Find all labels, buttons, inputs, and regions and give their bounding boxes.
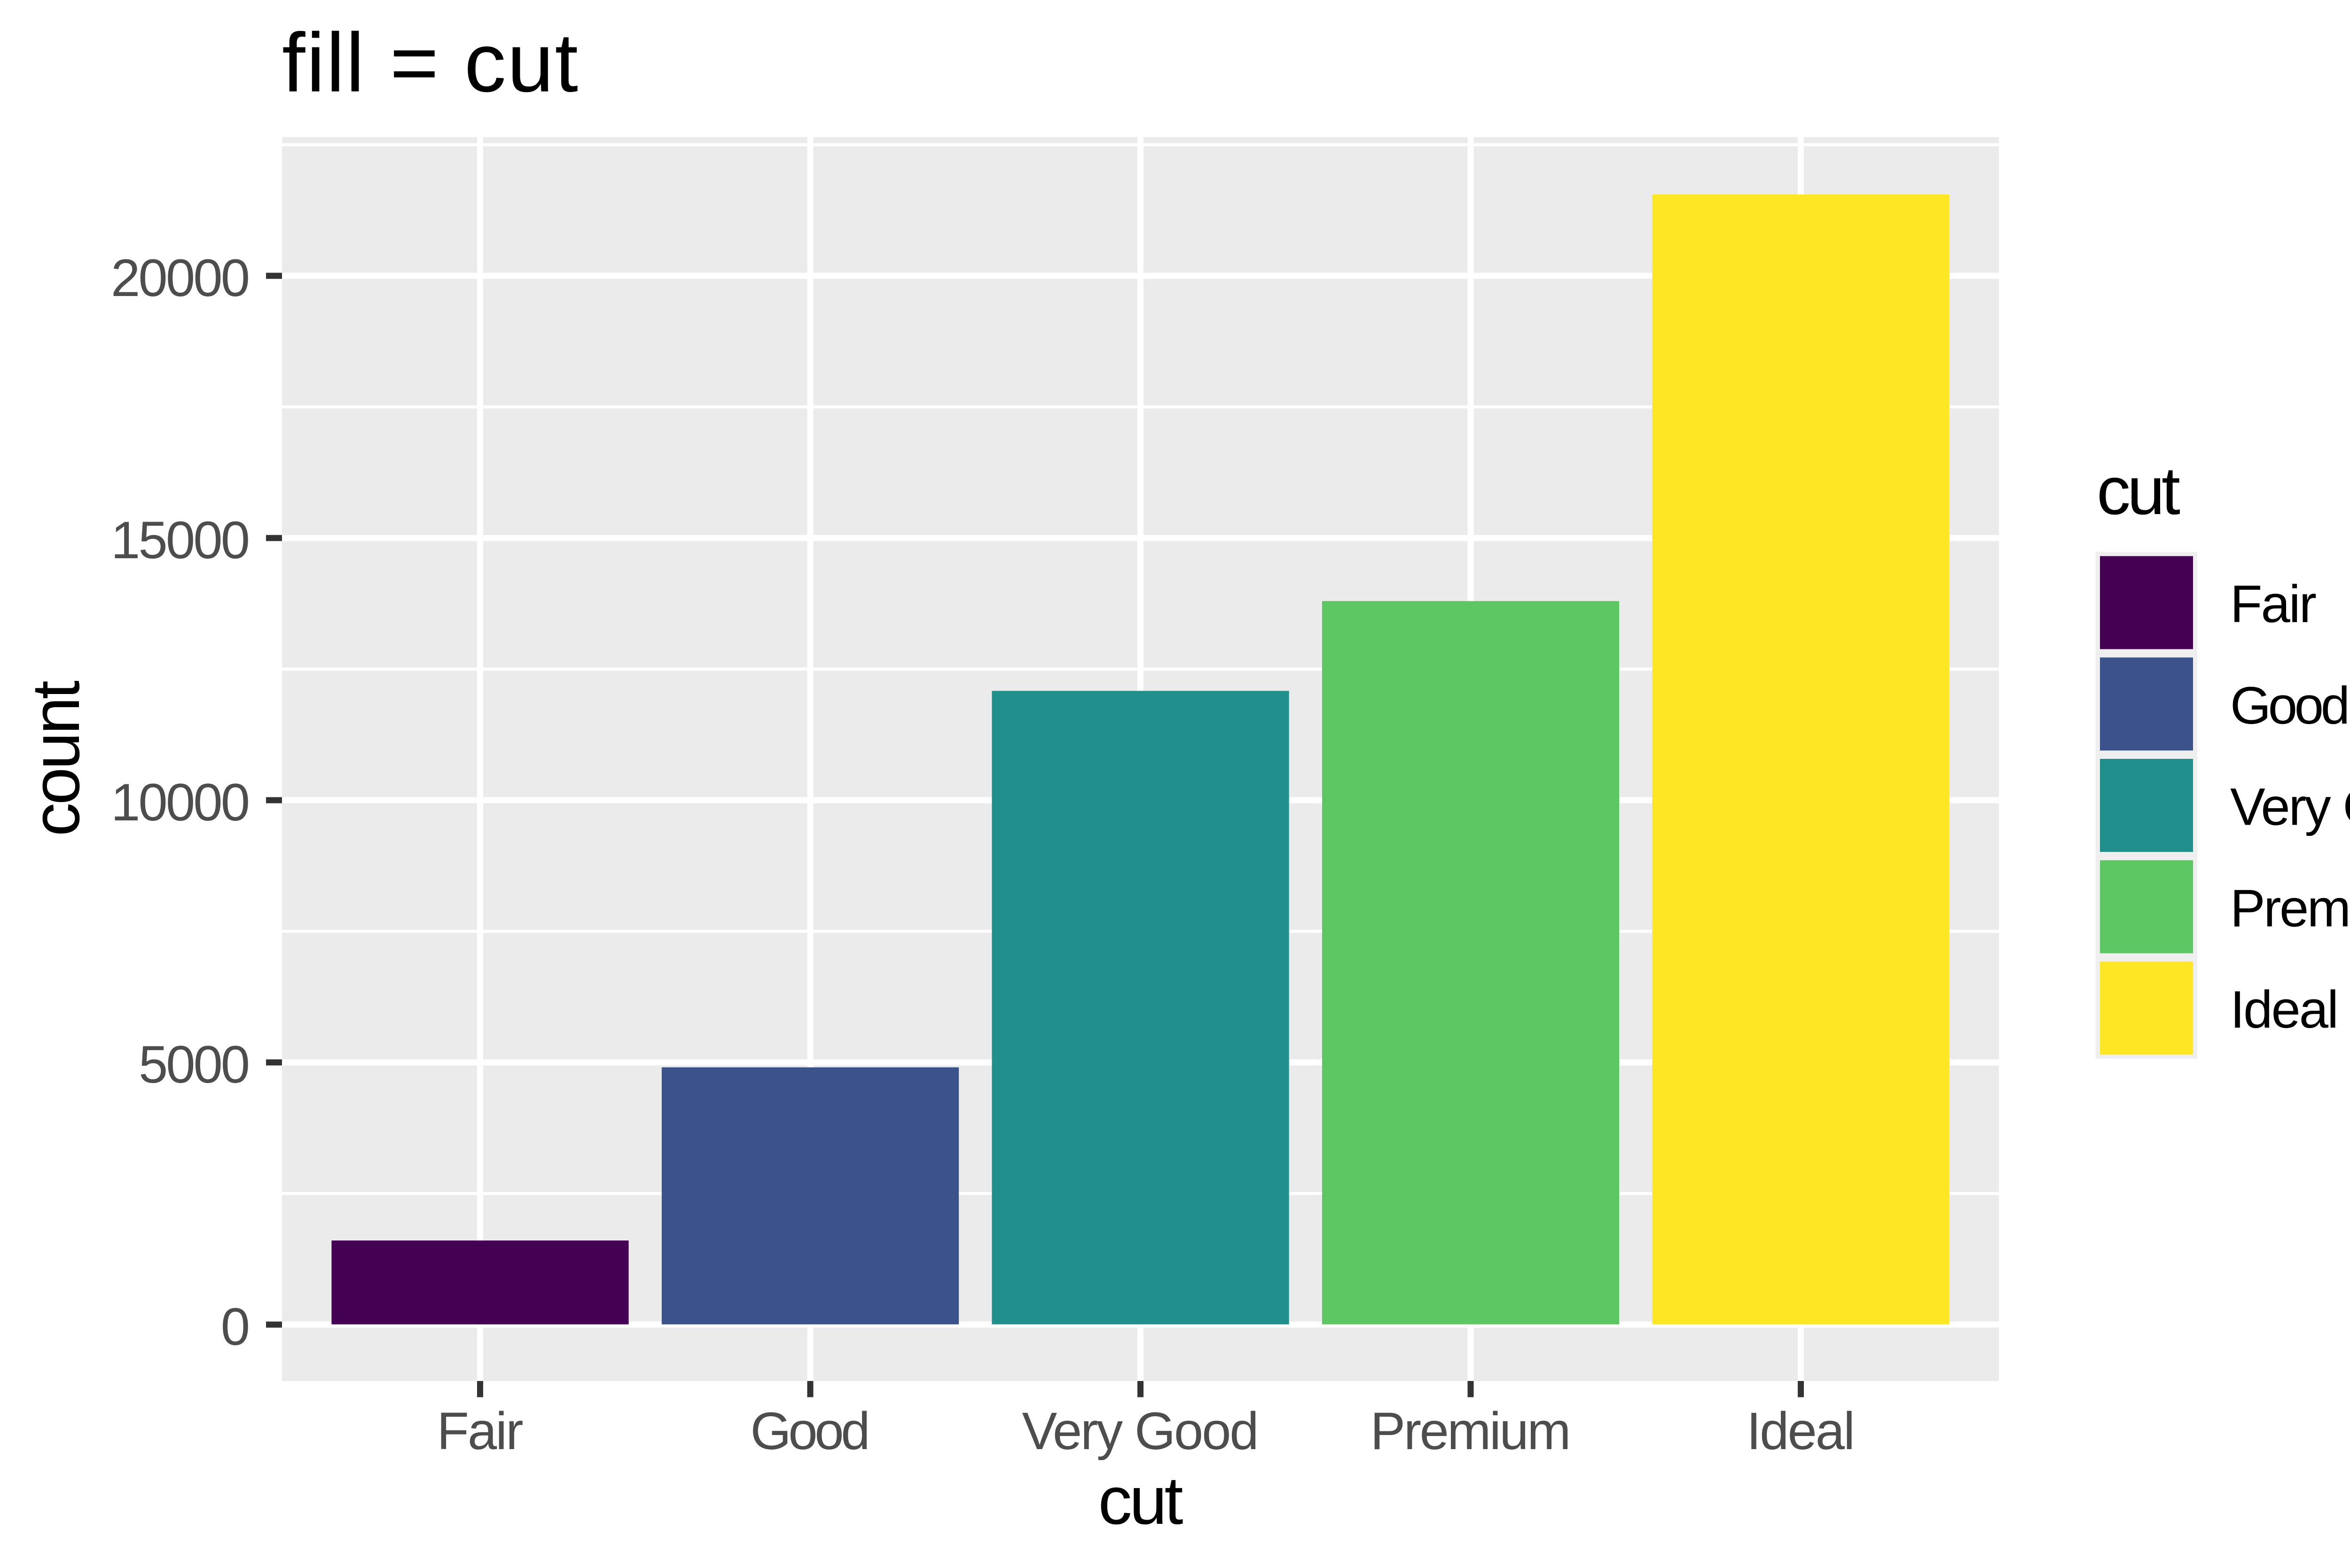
svg-text:10000: 10000 <box>111 773 250 832</box>
svg-text:0: 0 <box>221 1297 250 1356</box>
svg-text:Premium: Premium <box>1371 1402 1571 1460</box>
svg-text:Ideal: Ideal <box>2230 980 2339 1039</box>
svg-text:Ideal: Ideal <box>1747 1402 1855 1460</box>
svg-text:Premium: Premium <box>2230 879 2350 938</box>
svg-text:Very Good: Very Good <box>1022 1402 1259 1460</box>
svg-text:Good: Good <box>2230 676 2350 735</box>
svg-text:cut: cut <box>2097 453 2180 529</box>
svg-text:5000: 5000 <box>139 1035 250 1094</box>
svg-text:Good: Good <box>751 1402 870 1460</box>
svg-text:cut: cut <box>1098 1463 1183 1538</box>
svg-text:20000: 20000 <box>111 249 250 307</box>
svg-text:Fair: Fair <box>2230 575 2317 633</box>
svg-text:fill = cut: fill = cut <box>282 16 578 109</box>
svg-text:Very Good: Very Good <box>2230 778 2350 836</box>
svg-text:count: count <box>18 680 94 836</box>
svg-text:Fair: Fair <box>437 1402 524 1460</box>
svg-text:15000: 15000 <box>111 511 250 569</box>
